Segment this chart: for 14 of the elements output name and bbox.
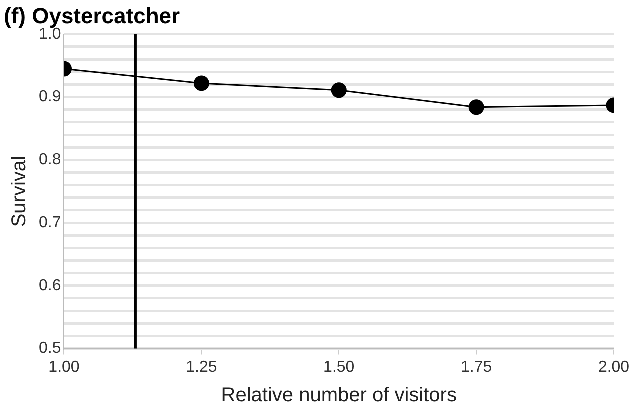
x-tick-label: 1.00 — [48, 358, 80, 376]
x-axis-title: Relative number of visitors — [221, 384, 457, 407]
y-tick-label: 0.9 — [38, 88, 62, 106]
x-tick-label: 1.75 — [460, 358, 492, 376]
y-tick-label: 0.8 — [38, 152, 62, 169]
y-axis-title: Survival — [8, 156, 31, 228]
y-tick-label: 0.7 — [38, 214, 62, 232]
x-tick-label: 1.25 — [186, 358, 218, 376]
chart-title: (f) Oystercatcher — [4, 3, 181, 28]
point — [331, 82, 347, 98]
y-tick-label: 0.5 — [38, 340, 62, 358]
y-tick-label: 0.6 — [38, 277, 62, 294]
x-tick-label: 1.50 — [324, 358, 355, 376]
x-tick-label: 2.00 — [598, 358, 630, 376]
